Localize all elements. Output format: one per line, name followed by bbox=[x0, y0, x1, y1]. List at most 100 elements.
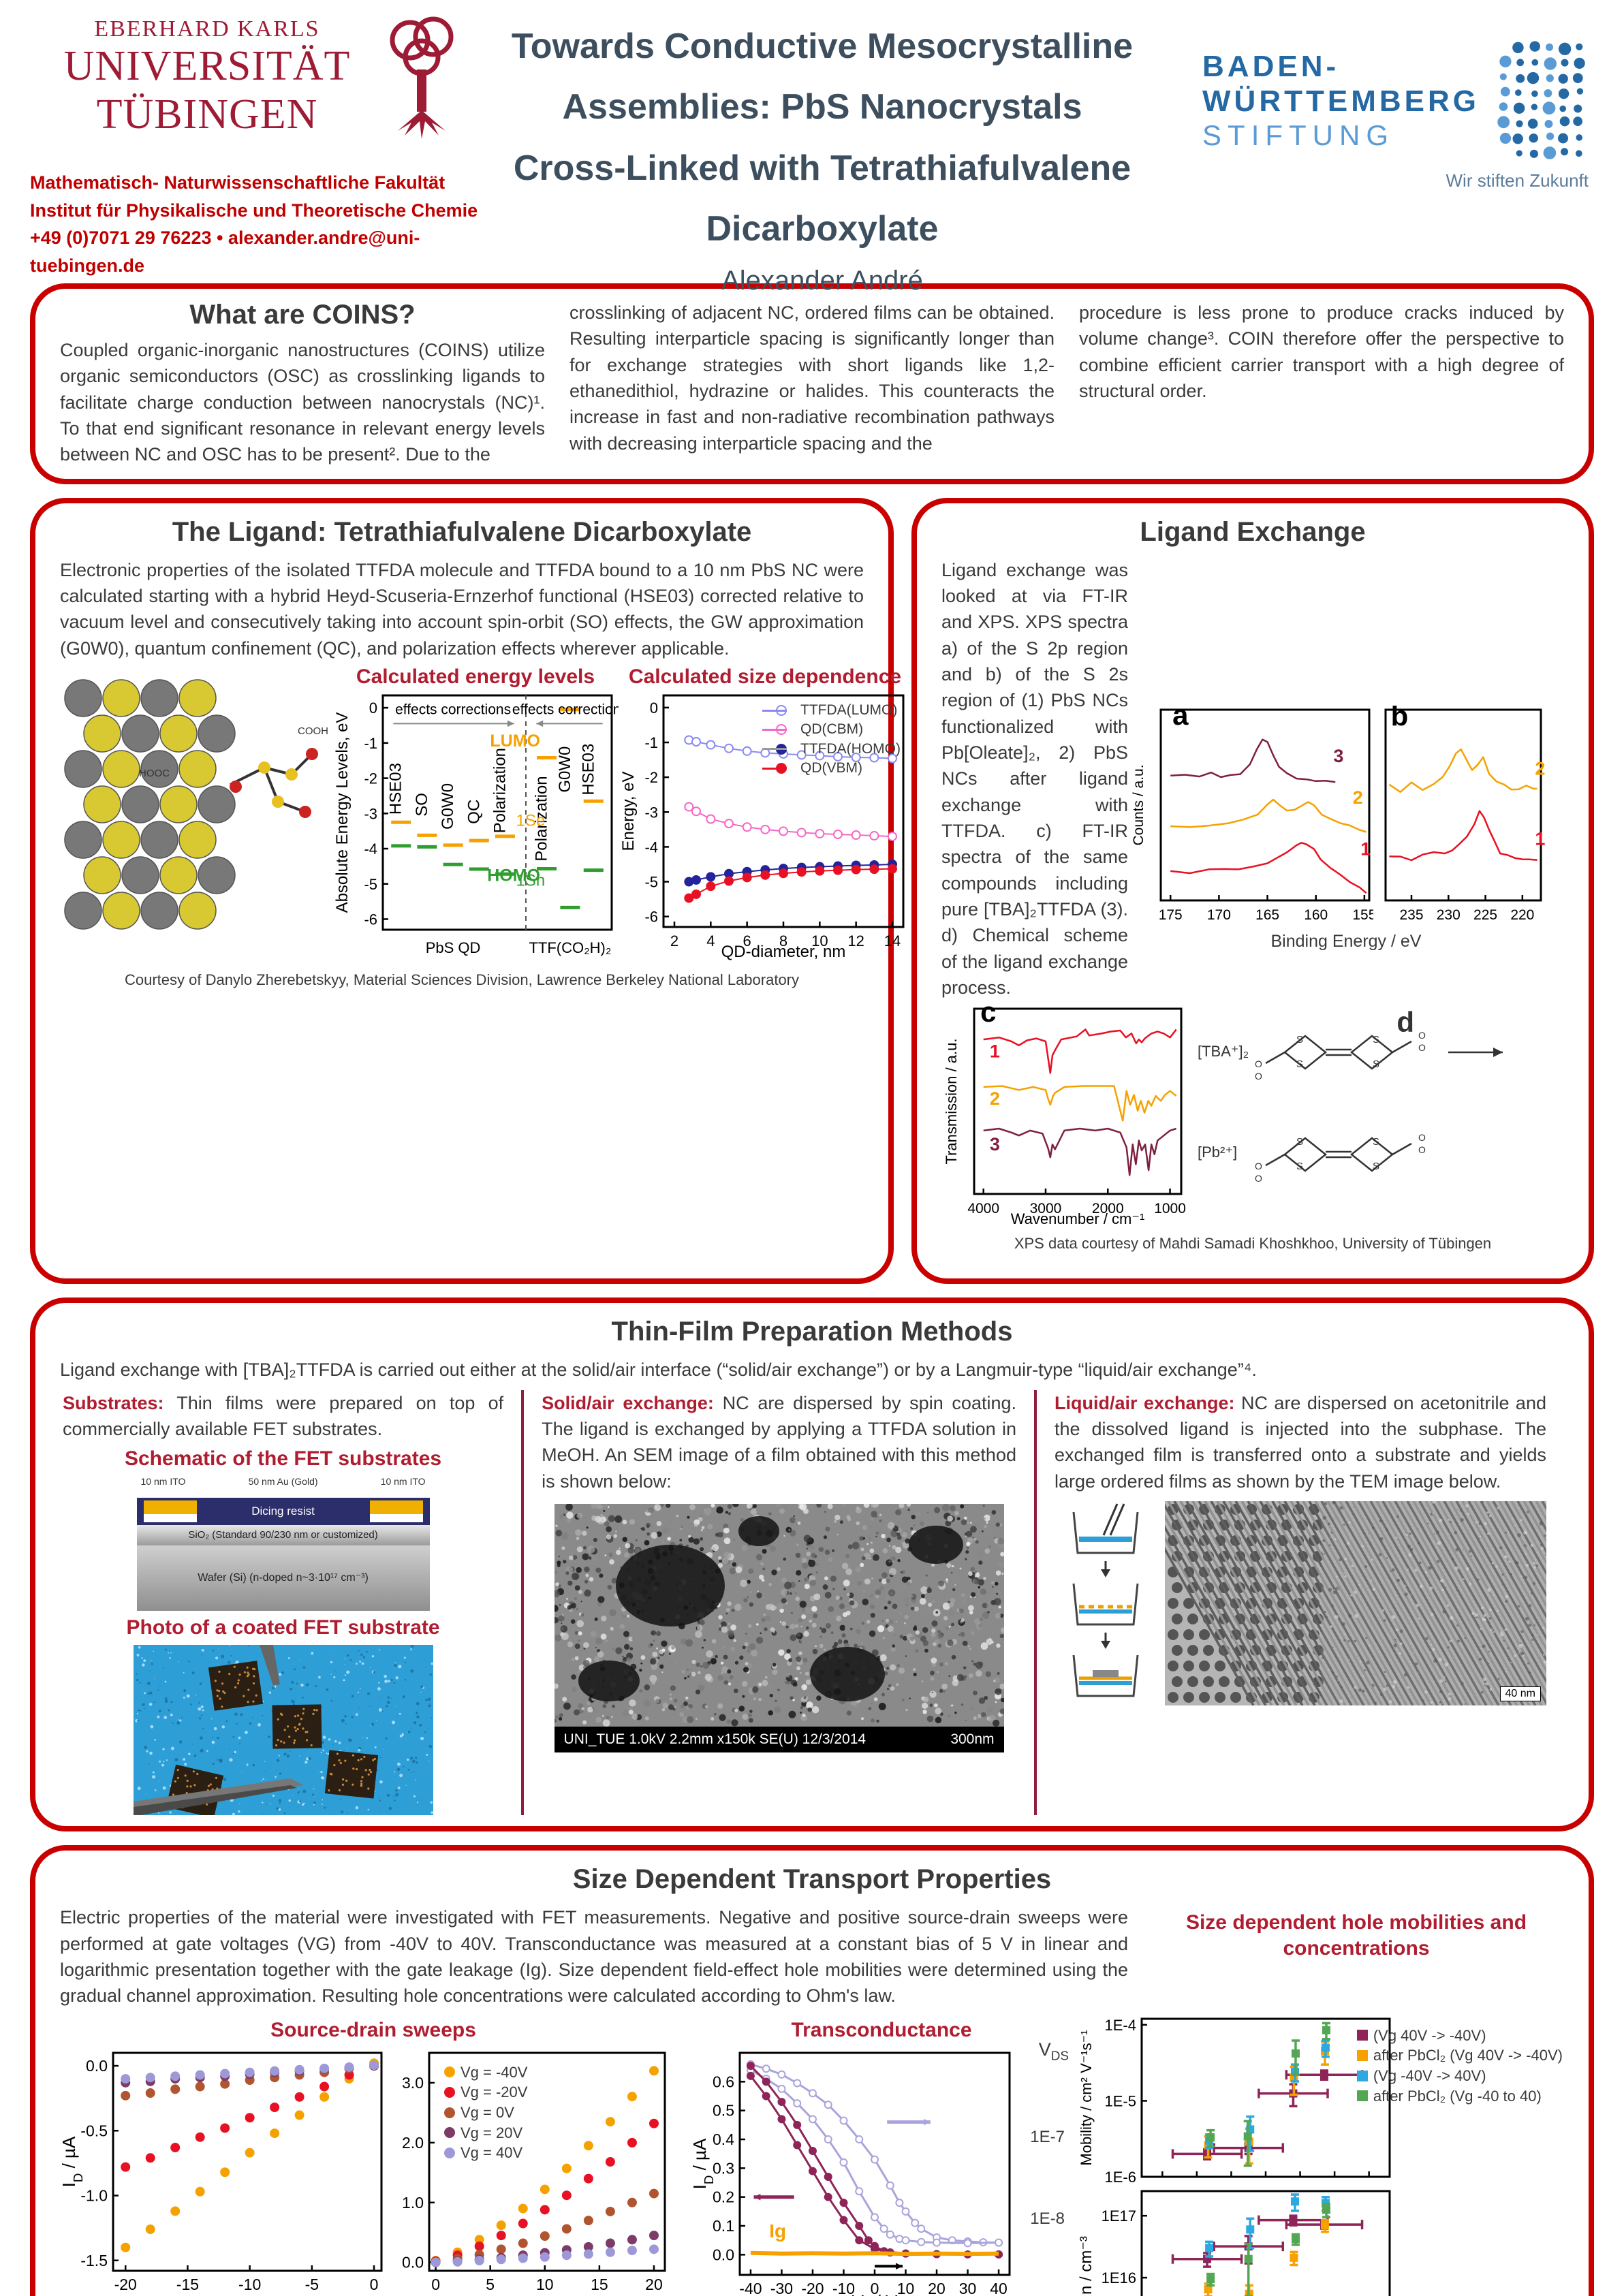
size-dependence-legend: TTFDA(LUMO) QD(CBM) TTFDA(HOMO) QD(VBM) bbox=[762, 701, 901, 778]
sem-caption: UNI_TUE 1.0kV 2.2mm x150k SE(U) 12/3/201… bbox=[563, 1731, 866, 1747]
svg-text:3: 3 bbox=[1333, 746, 1343, 766]
svg-text:14: 14 bbox=[884, 932, 901, 949]
vds-right-label: VDS bbox=[1038, 2039, 1069, 2063]
bw-line2: WÜRTTEMBERG bbox=[1202, 84, 1480, 118]
dicing-resist-label: Dicing resist bbox=[251, 1505, 315, 1518]
electrode-right bbox=[369, 1500, 423, 1523]
photo-heading: Photo of a coated FET substrate bbox=[126, 1616, 440, 1639]
sd-positive-chart: 0 5 10 15 20 0.0 1.0 2.0 3.0 bbox=[402, 2051, 666, 2293]
svg-text:1E16: 1E16 bbox=[1102, 2269, 1136, 2286]
svg-text:175: 175 bbox=[1159, 907, 1183, 923]
schematic-heading: Schematic of the FET substrates bbox=[124, 1447, 442, 1471]
energy-levels-figure: Calculated energy levels PbS QD TTF(CO₂H)… bbox=[332, 665, 628, 966]
svg-text:225: 225 bbox=[1473, 907, 1497, 923]
coins-col1: What are COINS? Coupled organic-inorgani… bbox=[60, 300, 545, 468]
ligand-caption: Courtesy of Danylo Zherebetskyy, Materia… bbox=[124, 971, 800, 988]
source-drain-block: Source-drain sweeps -20 -15 -10 -5 0 0.0 -0.5-… bbox=[60, 2013, 687, 2296]
header: EBERHARD KARLS UNIVERSITÄT TÜBINGEN Math… bbox=[30, 10, 1594, 296]
bw-stiftung-logo-text: BADEN- WÜRTTEMBERG STIFTUNG bbox=[1202, 50, 1480, 153]
ligand-title: The Ligand: Tetrathiafulvalene Dicarboxy… bbox=[172, 516, 752, 547]
legend-item: (Vg -40V -> 40V) bbox=[1373, 2066, 1486, 2084]
svg-text:Energy, eV: Energy, eV bbox=[619, 771, 638, 851]
title-block: Towards Conductive Mesocrystalline Assem… bbox=[480, 10, 1165, 296]
svg-text:-1.0: -1.0 bbox=[80, 2186, 108, 2204]
tem-image bbox=[1136, 1499, 1624, 1706]
svg-text:12: 12 bbox=[847, 932, 864, 949]
sd-negative-chart: -20 -15 -10 -5 0 0.0 -0.5 -1.0 -1.5 ID / µA bbox=[60, 2051, 383, 2293]
svg-text:0.0: 0.0 bbox=[402, 2253, 424, 2271]
svg-text:S: S bbox=[1373, 1034, 1379, 1045]
mobility-chart: 1E-6 1E-5 1E-4 Mobility / cm² V⁻¹s⁻¹ bbox=[1078, 2016, 1391, 2186]
svg-text:155: 155 bbox=[1352, 907, 1373, 923]
liquid-air-text: NC are dispersed on acetonitrile and the… bbox=[1055, 1392, 1546, 1492]
electrode-left bbox=[143, 1500, 197, 1523]
svg-text:1: 1 bbox=[990, 1041, 1000, 1061]
svg-text:O: O bbox=[1255, 1173, 1262, 1184]
log-tick-1e8: 1E-8 bbox=[1030, 2209, 1065, 2228]
svg-text:-3: -3 bbox=[364, 805, 377, 822]
sd-positive-wrap: 0 5 10 15 20 0.0 1.0 2.0 3.0 Vg = -40V Vg = -20V… bbox=[387, 2047, 673, 2296]
svg-text:PbS QD: PbS QD bbox=[426, 939, 481, 956]
legend-item: after PbCl₂ (Vg -40 to 40) bbox=[1373, 2087, 1542, 2105]
nanocrystal-model-image bbox=[64, 679, 318, 930]
liquid-air-label: Liquid/air exchange: bbox=[1055, 1392, 1235, 1413]
coins-title: What are COINS? bbox=[189, 300, 416, 330]
fet-schematic: 10 nm ITO 50 nm Au (Gold) 10 nm ITO Dici… bbox=[136, 1476, 430, 1611]
panel-d-label: d bbox=[1396, 1006, 1414, 1039]
legend-item: Vg = 20V bbox=[460, 2124, 523, 2141]
legend-item: Vg = 40V bbox=[460, 2144, 523, 2162]
svg-text:effects corrections: effects corrections bbox=[395, 702, 511, 717]
svg-text:1000: 1000 bbox=[1154, 1201, 1186, 1216]
thinfilm-intro: Ligand exchange with [TBA]₂TTFDA is carr… bbox=[60, 1359, 1257, 1381]
svg-text:c: c bbox=[980, 1005, 996, 1028]
ftir-chart: 4000 3000 2000 1000 Wavenumber / cm⁻¹ Transmi… bbox=[943, 1005, 1186, 1227]
section-what-are-coins: What are COINS? Coupled organic-inorgani… bbox=[30, 283, 1594, 484]
svg-text:0.0: 0.0 bbox=[86, 2057, 108, 2075]
xps-s2p-chart: 175 170 165 160 155 Counts / a.u. a 3 2 1 bbox=[1131, 706, 1373, 923]
svg-text:-1: -1 bbox=[364, 735, 377, 752]
svg-text:n / cm⁻³: n / cm⁻³ bbox=[1077, 2236, 1095, 2295]
svg-text:S: S bbox=[1296, 1058, 1303, 1070]
svg-text:235: 235 bbox=[1399, 907, 1423, 923]
svg-text:1.0: 1.0 bbox=[402, 2193, 424, 2211]
energy-levels-chart: PbS QD TTF(CO₂H)₂ 0 -1 -2 -3 -4 -5 -6 Absolute En… bbox=[333, 694, 628, 956]
svg-text:8: 8 bbox=[779, 932, 787, 949]
bw-tagline: Wir stiften Zukunft bbox=[1446, 170, 1589, 191]
svg-text:S: S bbox=[1373, 1058, 1379, 1070]
svg-text:30: 30 bbox=[959, 2280, 977, 2296]
svg-text:-4: -4 bbox=[644, 838, 658, 855]
svg-text:Transmission / a.u.: Transmission / a.u. bbox=[943, 1039, 960, 1165]
svg-text:0: 0 bbox=[650, 699, 658, 717]
institute-line: Institut für Physikalische und Theoretis… bbox=[30, 200, 478, 221]
svg-text:170: 170 bbox=[1207, 907, 1231, 923]
concentration-chart: 5678910111E151E161E17Particle Size / nmn… bbox=[1077, 2190, 1391, 2296]
tba-label: [TBA⁺]₂ bbox=[1198, 1043, 1249, 1060]
section-ligand-exchange: Ligand Exchange 175 170 165 160 155 Counts / … bbox=[911, 497, 1594, 1285]
coins-text-3: procedure is less prone to produce crack… bbox=[1079, 302, 1564, 401]
svg-text:Absolute Energy Levels, eV: Absolute Energy Levels, eV bbox=[333, 712, 352, 913]
ito-label-2: 10 nm ITO bbox=[380, 1476, 426, 1488]
svg-text:2: 2 bbox=[1353, 787, 1363, 807]
legend-item: Vg = -20V bbox=[460, 2083, 528, 2101]
svg-text:-6: -6 bbox=[364, 911, 377, 928]
svg-text:O: O bbox=[1255, 1071, 1262, 1082]
svg-text:-6: -6 bbox=[644, 909, 658, 926]
svg-text:4: 4 bbox=[706, 932, 715, 949]
liquid-air-step-icons bbox=[1072, 1503, 1139, 1697]
svg-text:40: 40 bbox=[990, 2280, 1008, 2296]
svg-text:-15: -15 bbox=[176, 2276, 199, 2293]
svg-text:-1.5: -1.5 bbox=[80, 2251, 108, 2269]
tem-figure: 40 nm bbox=[1136, 1499, 1624, 1706]
svg-text:Ig: Ig bbox=[769, 2220, 786, 2241]
svg-text:O: O bbox=[1418, 1132, 1426, 1143]
svg-text:-20: -20 bbox=[114, 2276, 137, 2293]
faculty-line: Mathematisch- Naturwissenschaftliche Fak… bbox=[30, 172, 446, 193]
svg-text:HOMO: HOMO bbox=[487, 866, 540, 885]
legend-item: after PbCl₂ (Vg 40V -> -40V) bbox=[1373, 2047, 1563, 2064]
svg-text:HSE03: HSE03 bbox=[387, 763, 405, 815]
coins-text-1: Coupled organic-inorganic nanostructures… bbox=[60, 340, 545, 465]
svg-text:SO: SO bbox=[413, 793, 431, 817]
